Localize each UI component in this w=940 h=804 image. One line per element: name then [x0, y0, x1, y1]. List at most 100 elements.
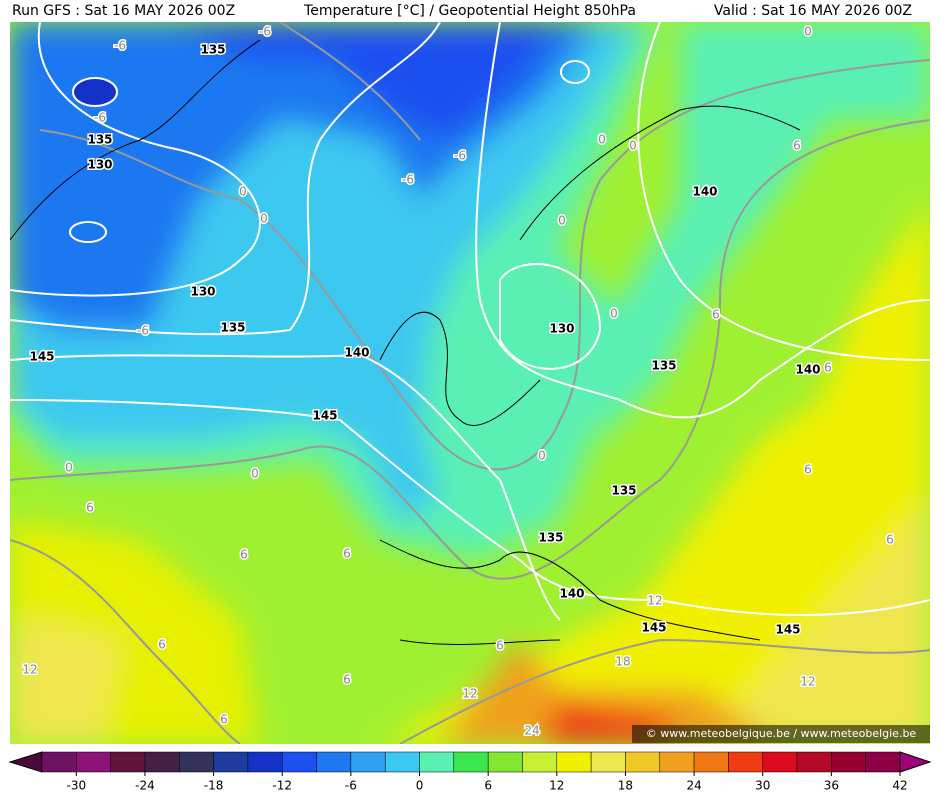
height-label: 130	[87, 158, 112, 172]
temp-label: -6	[94, 111, 106, 125]
temp-label: 12	[647, 594, 662, 608]
colorbar-label: -24	[135, 779, 155, 793]
temp-label: 0	[538, 449, 546, 463]
colorbar-cell	[76, 751, 111, 773]
isotherms	[10, 22, 930, 744]
colorbar-cell	[247, 751, 283, 773]
credit: © www.meteobelgique.be / www.meteobelgie…	[646, 727, 917, 740]
colorbar-label: -30	[67, 779, 87, 793]
height-label: 140	[795, 363, 820, 377]
temp-label: 0	[629, 139, 637, 153]
temp-label: 6	[158, 638, 166, 652]
temp-label: 6	[793, 139, 801, 153]
height-label: 145	[641, 621, 666, 635]
colorbar-cell	[487, 751, 523, 773]
colorbar-label: -6	[345, 779, 357, 793]
coastlines	[10, 39, 801, 645]
colorbar-label: 30	[755, 779, 770, 793]
colorbar-cell	[213, 751, 249, 773]
colorbar-arrow	[899, 751, 932, 773]
temp-label: 6	[804, 463, 812, 477]
temp-label: 0	[558, 214, 566, 228]
map-title: Temperature [°C] / Geopotential Height 8…	[303, 3, 636, 19]
colorbar-label: 12	[549, 779, 564, 793]
temp-label: 0	[804, 25, 812, 39]
temp-label: 0	[260, 212, 268, 226]
colorbar-label: -12	[272, 779, 292, 793]
run-label: Run GFS : Sat 16 MAY 2026 00Z	[12, 3, 235, 19]
colorbar-label: 18	[618, 779, 633, 793]
colorbar-label: -18	[204, 779, 224, 793]
height-contours	[10, 22, 930, 621]
height-label: 140	[559, 587, 584, 601]
temp-label: 6	[824, 361, 832, 375]
temp-label: 24	[524, 724, 539, 738]
colorbar-cell	[110, 751, 146, 773]
colorbar-cell	[625, 751, 661, 773]
temp-label: 0	[610, 307, 618, 321]
colorbar-cell	[590, 751, 626, 773]
temp-label: -6	[114, 39, 126, 53]
colorbar-cell	[659, 751, 695, 773]
height-label: 130	[549, 322, 574, 336]
height-label: 135	[611, 484, 636, 498]
valid-label: Valid : Sat 16 MAY 2026 00Z	[714, 3, 912, 19]
temp-label: 6	[343, 673, 351, 687]
colorbar-cell	[693, 751, 729, 773]
colorbar-label: 0	[416, 779, 424, 793]
temp-label: 0	[598, 133, 606, 147]
height-label: 135	[651, 359, 676, 373]
temp-label: 12	[800, 675, 815, 689]
colorbar-cell	[384, 751, 420, 773]
map-field	[10, 22, 930, 744]
height-label: 145	[29, 350, 54, 364]
colorbar-cell	[316, 751, 352, 773]
colorbar-cell	[144, 751, 180, 773]
temp-label: 0	[239, 185, 247, 199]
temp-label: 6	[220, 713, 228, 727]
height-label: 135	[220, 321, 245, 335]
colorbar-cell	[281, 751, 317, 773]
height-label: 135	[200, 43, 225, 57]
colorbar-cell	[831, 751, 866, 773]
height-label: 130	[190, 285, 215, 299]
colorbar-label: 24	[686, 779, 701, 793]
temp-label: 12	[462, 687, 477, 701]
temp-label: 0	[65, 461, 73, 475]
temp-label: 6	[886, 533, 894, 547]
colorbar-label: 36	[824, 779, 839, 793]
temp-label: 6	[712, 308, 720, 322]
temp-label: 12	[22, 663, 37, 677]
height-label: 135	[87, 133, 112, 147]
height-label: 140	[344, 346, 369, 360]
colorbar-cell	[179, 751, 214, 773]
temp-label: 6	[343, 547, 351, 561]
colorbar: -30 -24 -18 -12 -6 0 6 12 18 24 30 36 42	[8, 751, 932, 793]
temp-label: 6	[240, 548, 248, 562]
colorbar-cell	[762, 751, 798, 773]
credit-box	[632, 725, 930, 743]
colorbar-label: 42	[892, 779, 907, 793]
temp-label: 0	[251, 467, 259, 481]
temp-label: -6	[137, 324, 149, 338]
colorbar-cell	[419, 751, 455, 773]
colorbar-cell	[865, 751, 901, 773]
colorbar-cell	[522, 751, 558, 773]
colorbar-cell	[728, 751, 763, 773]
temp-label: -6	[454, 149, 466, 163]
colorbar-arrow	[8, 751, 43, 773]
height-label: 135	[538, 531, 563, 545]
height-label: 140	[692, 185, 717, 199]
temp-label: -6	[259, 25, 271, 39]
colorbar-cell	[796, 751, 832, 773]
temp-label: 6	[496, 639, 504, 653]
height-label: 145	[775, 623, 800, 637]
cold-core	[72, 77, 118, 107]
temp-label: -6	[402, 173, 414, 187]
colorbar-cell	[453, 751, 489, 773]
temp-label: 18	[615, 655, 630, 669]
colorbar-cell	[350, 751, 386, 773]
